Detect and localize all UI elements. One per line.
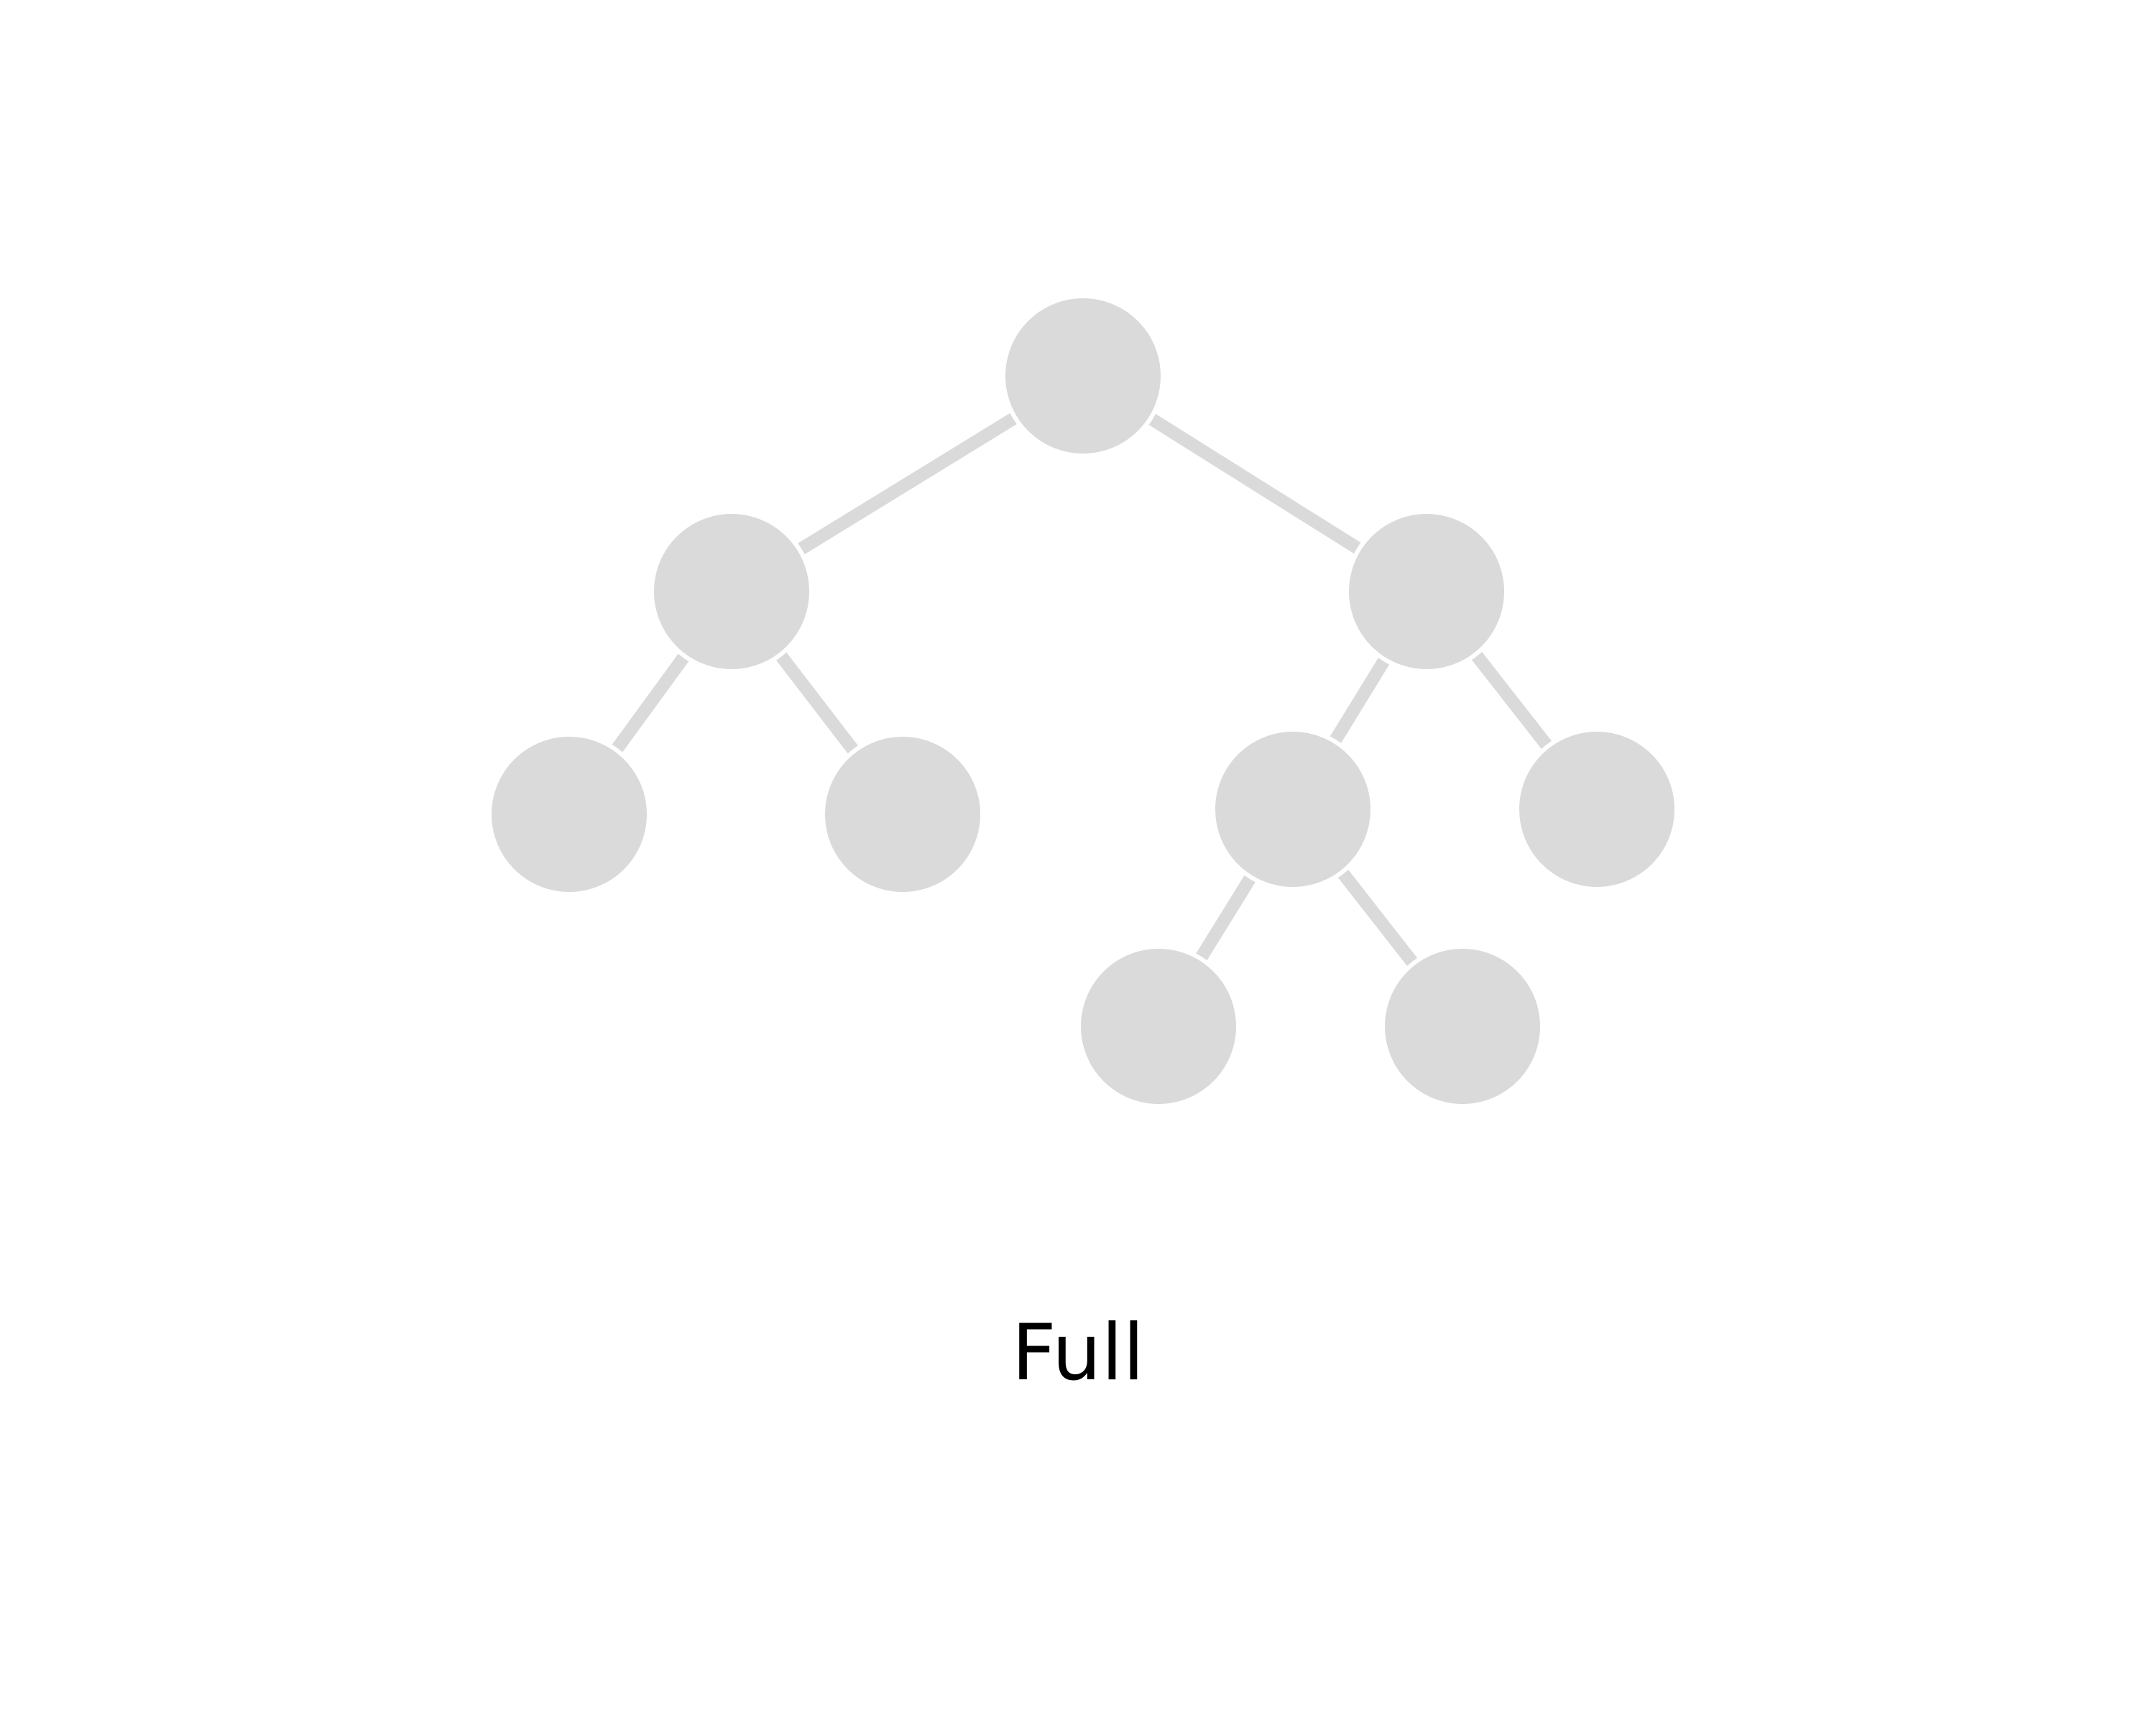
tree-node-right-left	[1211, 727, 1375, 891]
tree-node-left	[650, 510, 814, 673]
tree-node-left-right	[821, 732, 985, 896]
tree-node-root	[1001, 294, 1165, 458]
tree-node-right-right	[1515, 727, 1679, 891]
nodes-layer	[487, 294, 1679, 1108]
diagram-caption: Full	[1011, 1308, 1145, 1398]
tree-node-left-left	[487, 732, 651, 896]
edges-layer	[563, 370, 1603, 1031]
tree-node-right-left-left	[1077, 944, 1240, 1108]
tree-node-right-left-right	[1381, 944, 1544, 1108]
tree-node-right	[1345, 510, 1508, 673]
